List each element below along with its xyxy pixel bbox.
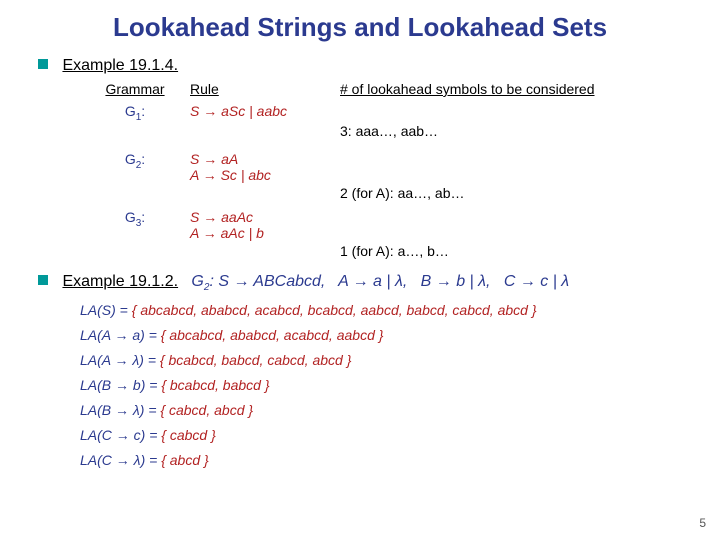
- la-line: LA(C → λ) = { abcd }: [80, 452, 690, 468]
- la-lhs: LA(S) =: [80, 302, 132, 318]
- la-lhs: LA(C → c) =: [80, 427, 161, 443]
- bullet-icon: [38, 275, 48, 285]
- la-lhs: LA(B → b) =: [80, 377, 161, 393]
- la-rhs: { bcabcd, babcd, cabcd, abcd }: [160, 352, 351, 368]
- la-line: LA(B → λ) = { cabcd, abcd }: [80, 402, 690, 418]
- la-lhs: LA(A → a) =: [80, 327, 161, 343]
- la-line: LA(B → b) = { bcabcd, babcd }: [80, 377, 690, 393]
- grammar-lookahead: 1 (for A): a…, b…: [340, 243, 690, 259]
- la-line: LA(S) = { abcabcd, ababcd, acabcd, bcabc…: [80, 302, 690, 318]
- la-lhs: LA(A → λ) =: [80, 352, 160, 368]
- rule-line: A → aAc | b: [190, 225, 340, 241]
- la-lhs: LA(C → λ) =: [80, 452, 161, 468]
- example-1-heading: Example 19.1.4.: [38, 57, 690, 75]
- grammar-lookahead: 3: aaa…, aab…: [340, 123, 690, 139]
- la-rhs: { bcabcd, babcd }: [161, 377, 269, 393]
- rule-line: S → aaAc: [190, 209, 340, 225]
- table-header-row: Grammar Rule # of lookahead symbols to b…: [80, 81, 690, 99]
- grammar-row-2: G2: S → aA A → Sc | abc 2 (for A): aa…, …: [80, 151, 690, 201]
- col-grammar-header: Grammar: [80, 81, 190, 99]
- example-2-label: Example 19.1.2.: [62, 273, 178, 290]
- rule-line: S → aA: [190, 151, 340, 167]
- grammar-lookahead: 2 (for A): aa…, ab…: [340, 185, 690, 201]
- grammar-label: G3:: [80, 209, 190, 259]
- la-line: LA(C → c) = { cabcd }: [80, 427, 690, 443]
- example-2-rules: G2: S → ABCabcd, A → a | λ, B → b | λ, C…: [191, 273, 569, 290]
- la-rhs: { abcabcd, ababcd, acabcd, bcabcd, aabcd…: [132, 302, 537, 318]
- col-rule-header: Rule: [190, 81, 340, 99]
- example-2-heading: Example 19.1.2. G2: S → ABCabcd, A → a |…: [38, 273, 690, 293]
- la-rhs: { cabcd }: [161, 427, 216, 443]
- grammar-rules: S → aSc | aabc: [190, 103, 340, 139]
- col-look-header: # of lookahead symbols to be considered: [340, 81, 690, 99]
- grammar-label: G1:: [80, 103, 190, 139]
- slide-title: Lookahead Strings and Lookahead Sets: [30, 12, 690, 43]
- grammar-rules: S → aA A → Sc | abc: [190, 151, 340, 201]
- la-line: LA(A → λ) = { bcabcd, babcd, cabcd, abcd…: [80, 352, 690, 368]
- la-rhs: { abcd }: [161, 452, 209, 468]
- grammar-label: G2:: [80, 151, 190, 201]
- rule-line: A → Sc | abc: [190, 167, 340, 183]
- la-lhs: LA(B → λ) =: [80, 402, 160, 418]
- bullet-icon: [38, 59, 48, 69]
- la-rhs: { cabcd, abcd }: [160, 402, 253, 418]
- example-1-label: Example 19.1.4.: [62, 57, 178, 74]
- grammar-rules: S → aaAc A → aAc | b: [190, 209, 340, 259]
- la-rhs: { abcabcd, ababcd, acabcd, aabcd }: [161, 327, 384, 343]
- la-line: LA(A → a) = { abcabcd, ababcd, acabcd, a…: [80, 327, 690, 343]
- page-number: 5: [699, 516, 706, 530]
- grammar-row-1: G1: S → aSc | aabc 3: aaa…, aab…: [80, 103, 690, 139]
- grammar-row-3: G3: S → aaAc A → aAc | b 1 (for A): a…, …: [80, 209, 690, 259]
